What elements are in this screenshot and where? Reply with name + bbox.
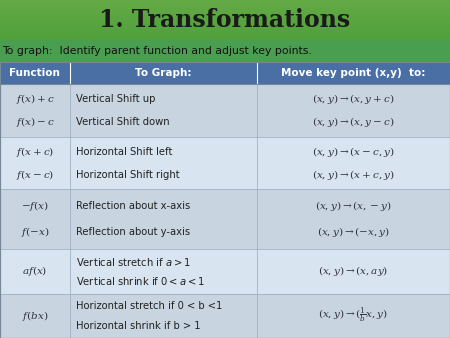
Text: $(x, y) \rightarrow (x-c, y)$: $(x, y) \rightarrow (x-c, y)$ [312,145,395,159]
Bar [0,20,450,21]
Text: $f(x+c)$: $f(x+c)$ [16,145,54,159]
Text: $(x, y) \rightarrow (x, y-c)$: $(x, y) \rightarrow (x, y-c)$ [312,115,395,129]
Bar [0,21,450,22]
Text: Horizontal Shift right: Horizontal Shift right [76,170,180,180]
Bar [0,15,450,16]
Text: $(x, y) \rightarrow (\frac{1}{b}x, y)$: $(x, y) \rightarrow (\frac{1}{b}x, y)$ [318,306,388,325]
Bar [0,18,450,19]
Bar [0,13,450,14]
Bar [0,29,450,30]
Bar [0,9,450,10]
Bar [0,3,450,4]
Bar [0,137,450,189]
Text: Horizontal shrink if b > 1: Horizontal shrink if b > 1 [76,320,201,331]
Bar [0,62,450,84]
Text: $-f(x)$: $-f(x)$ [21,199,49,213]
Text: To Graph:: To Graph: [135,68,191,78]
Bar [0,22,450,23]
Bar [0,37,450,38]
Text: $af(x)$: $af(x)$ [22,264,48,279]
Bar [0,40,450,62]
Bar [0,7,450,8]
Bar [0,189,450,249]
Text: Horizontal Shift left: Horizontal Shift left [76,147,173,157]
Text: Horizontal stretch if 0 < b <1: Horizontal stretch if 0 < b <1 [76,301,223,311]
Bar [0,33,450,34]
Text: Reflection about x-axis: Reflection about x-axis [76,201,191,211]
Text: $f(-x)$: $f(-x)$ [21,225,49,239]
Bar [0,249,450,294]
Text: $f(bx)$: $f(bx)$ [22,309,48,323]
Bar [0,11,450,12]
Bar [0,26,450,27]
Bar [0,28,450,29]
Bar [0,25,450,26]
Bar [0,16,450,17]
Text: Function: Function [9,68,60,78]
Bar [0,38,450,39]
Bar [0,4,450,5]
Text: 1. Transformations: 1. Transformations [99,8,351,32]
Text: Move key point (x,y)  to:: Move key point (x,y) to: [281,68,425,78]
Text: $(x, y) \rightarrow (x+c, y)$: $(x, y) \rightarrow (x+c, y)$ [312,168,395,182]
Text: Reflection about y-axis: Reflection about y-axis [76,227,191,238]
Text: $f(x)-c$: $f(x)-c$ [16,115,54,129]
Text: $f(x-c)$: $f(x-c)$ [16,168,54,182]
Bar [0,14,450,15]
Bar [0,0,450,1]
Text: Vertical stretch if $a > 1$: Vertical stretch if $a > 1$ [76,256,192,268]
Bar [0,5,450,6]
Text: $f(x)+c$: $f(x)+c$ [16,92,54,106]
Text: $(x, y) \rightarrow (-x, y)$: $(x, y) \rightarrow (-x, y)$ [317,225,390,239]
Bar [0,1,450,2]
Bar [0,8,450,9]
Bar [0,23,450,24]
Text: To graph:  Identify parent function and adjust key points.: To graph: Identify parent function and a… [2,46,312,56]
Bar [0,2,450,3]
Bar [0,10,450,11]
Text: $(x, y) \rightarrow (x,-y)$: $(x, y) \rightarrow (x,-y)$ [315,199,392,213]
Text: Vertical Shift down: Vertical Shift down [76,117,170,127]
Bar [0,36,450,37]
Text: $(x, y) \rightarrow (x, y+c)$: $(x, y) \rightarrow (x, y+c)$ [312,92,395,106]
Bar [0,35,450,36]
Bar [0,32,450,33]
Bar [0,31,450,32]
Bar [0,34,450,35]
Text: Vertical Shift up: Vertical Shift up [76,94,156,104]
Bar [0,27,450,28]
Bar [0,12,450,13]
Bar [0,30,450,31]
Bar [0,84,450,137]
Text: $(x, y) \rightarrow (x, ay)$: $(x, y) \rightarrow (x, ay)$ [318,264,388,279]
Bar [0,6,450,7]
Bar [0,17,450,18]
Bar [0,39,450,40]
Bar [0,19,450,20]
Bar [0,294,450,338]
Text: Vertical shrink if $0 < a < 1$: Vertical shrink if $0 < a < 1$ [76,275,206,287]
Bar [0,24,450,25]
